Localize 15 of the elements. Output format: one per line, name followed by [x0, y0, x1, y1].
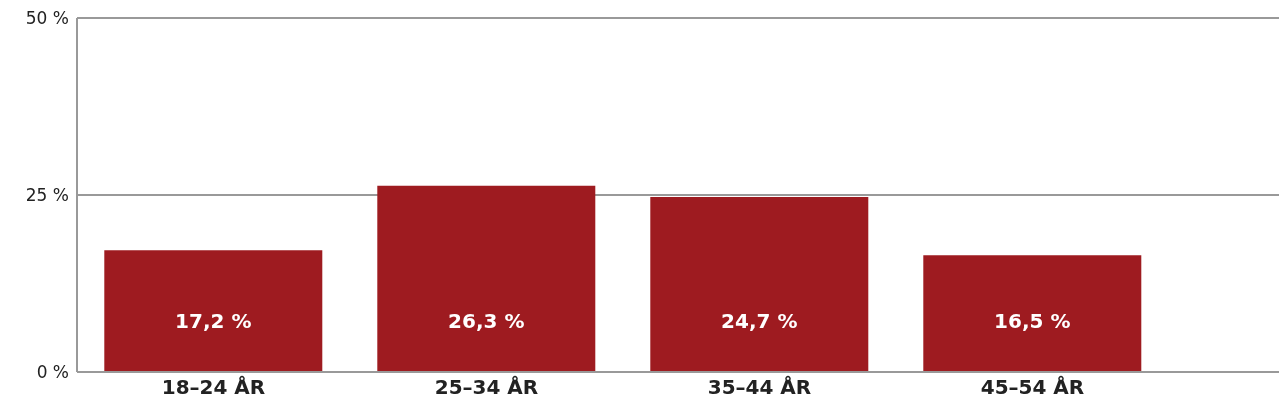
data-label: 17,2 % — [175, 308, 252, 333]
x-tick-label: 25–34 ÅR — [434, 375, 539, 400]
bar — [650, 197, 869, 372]
data-label: 24,7 % — [721, 308, 798, 333]
y-tick-label: 25 % — [25, 185, 69, 206]
x-tick-label: 18–24 ÅR — [161, 375, 266, 400]
x-tick-label: 45–54 ÅR — [980, 375, 1085, 400]
data-label: 16,5 % — [994, 308, 1071, 333]
x-tick-label: 35–44 ÅR — [707, 375, 812, 400]
bar — [923, 255, 1142, 372]
y-tick-label: 0 % — [36, 362, 69, 383]
bar — [104, 250, 323, 372]
y-tick-label: 50 % — [25, 8, 69, 29]
bar — [377, 185, 596, 372]
data-label: 26,3 % — [448, 308, 525, 333]
